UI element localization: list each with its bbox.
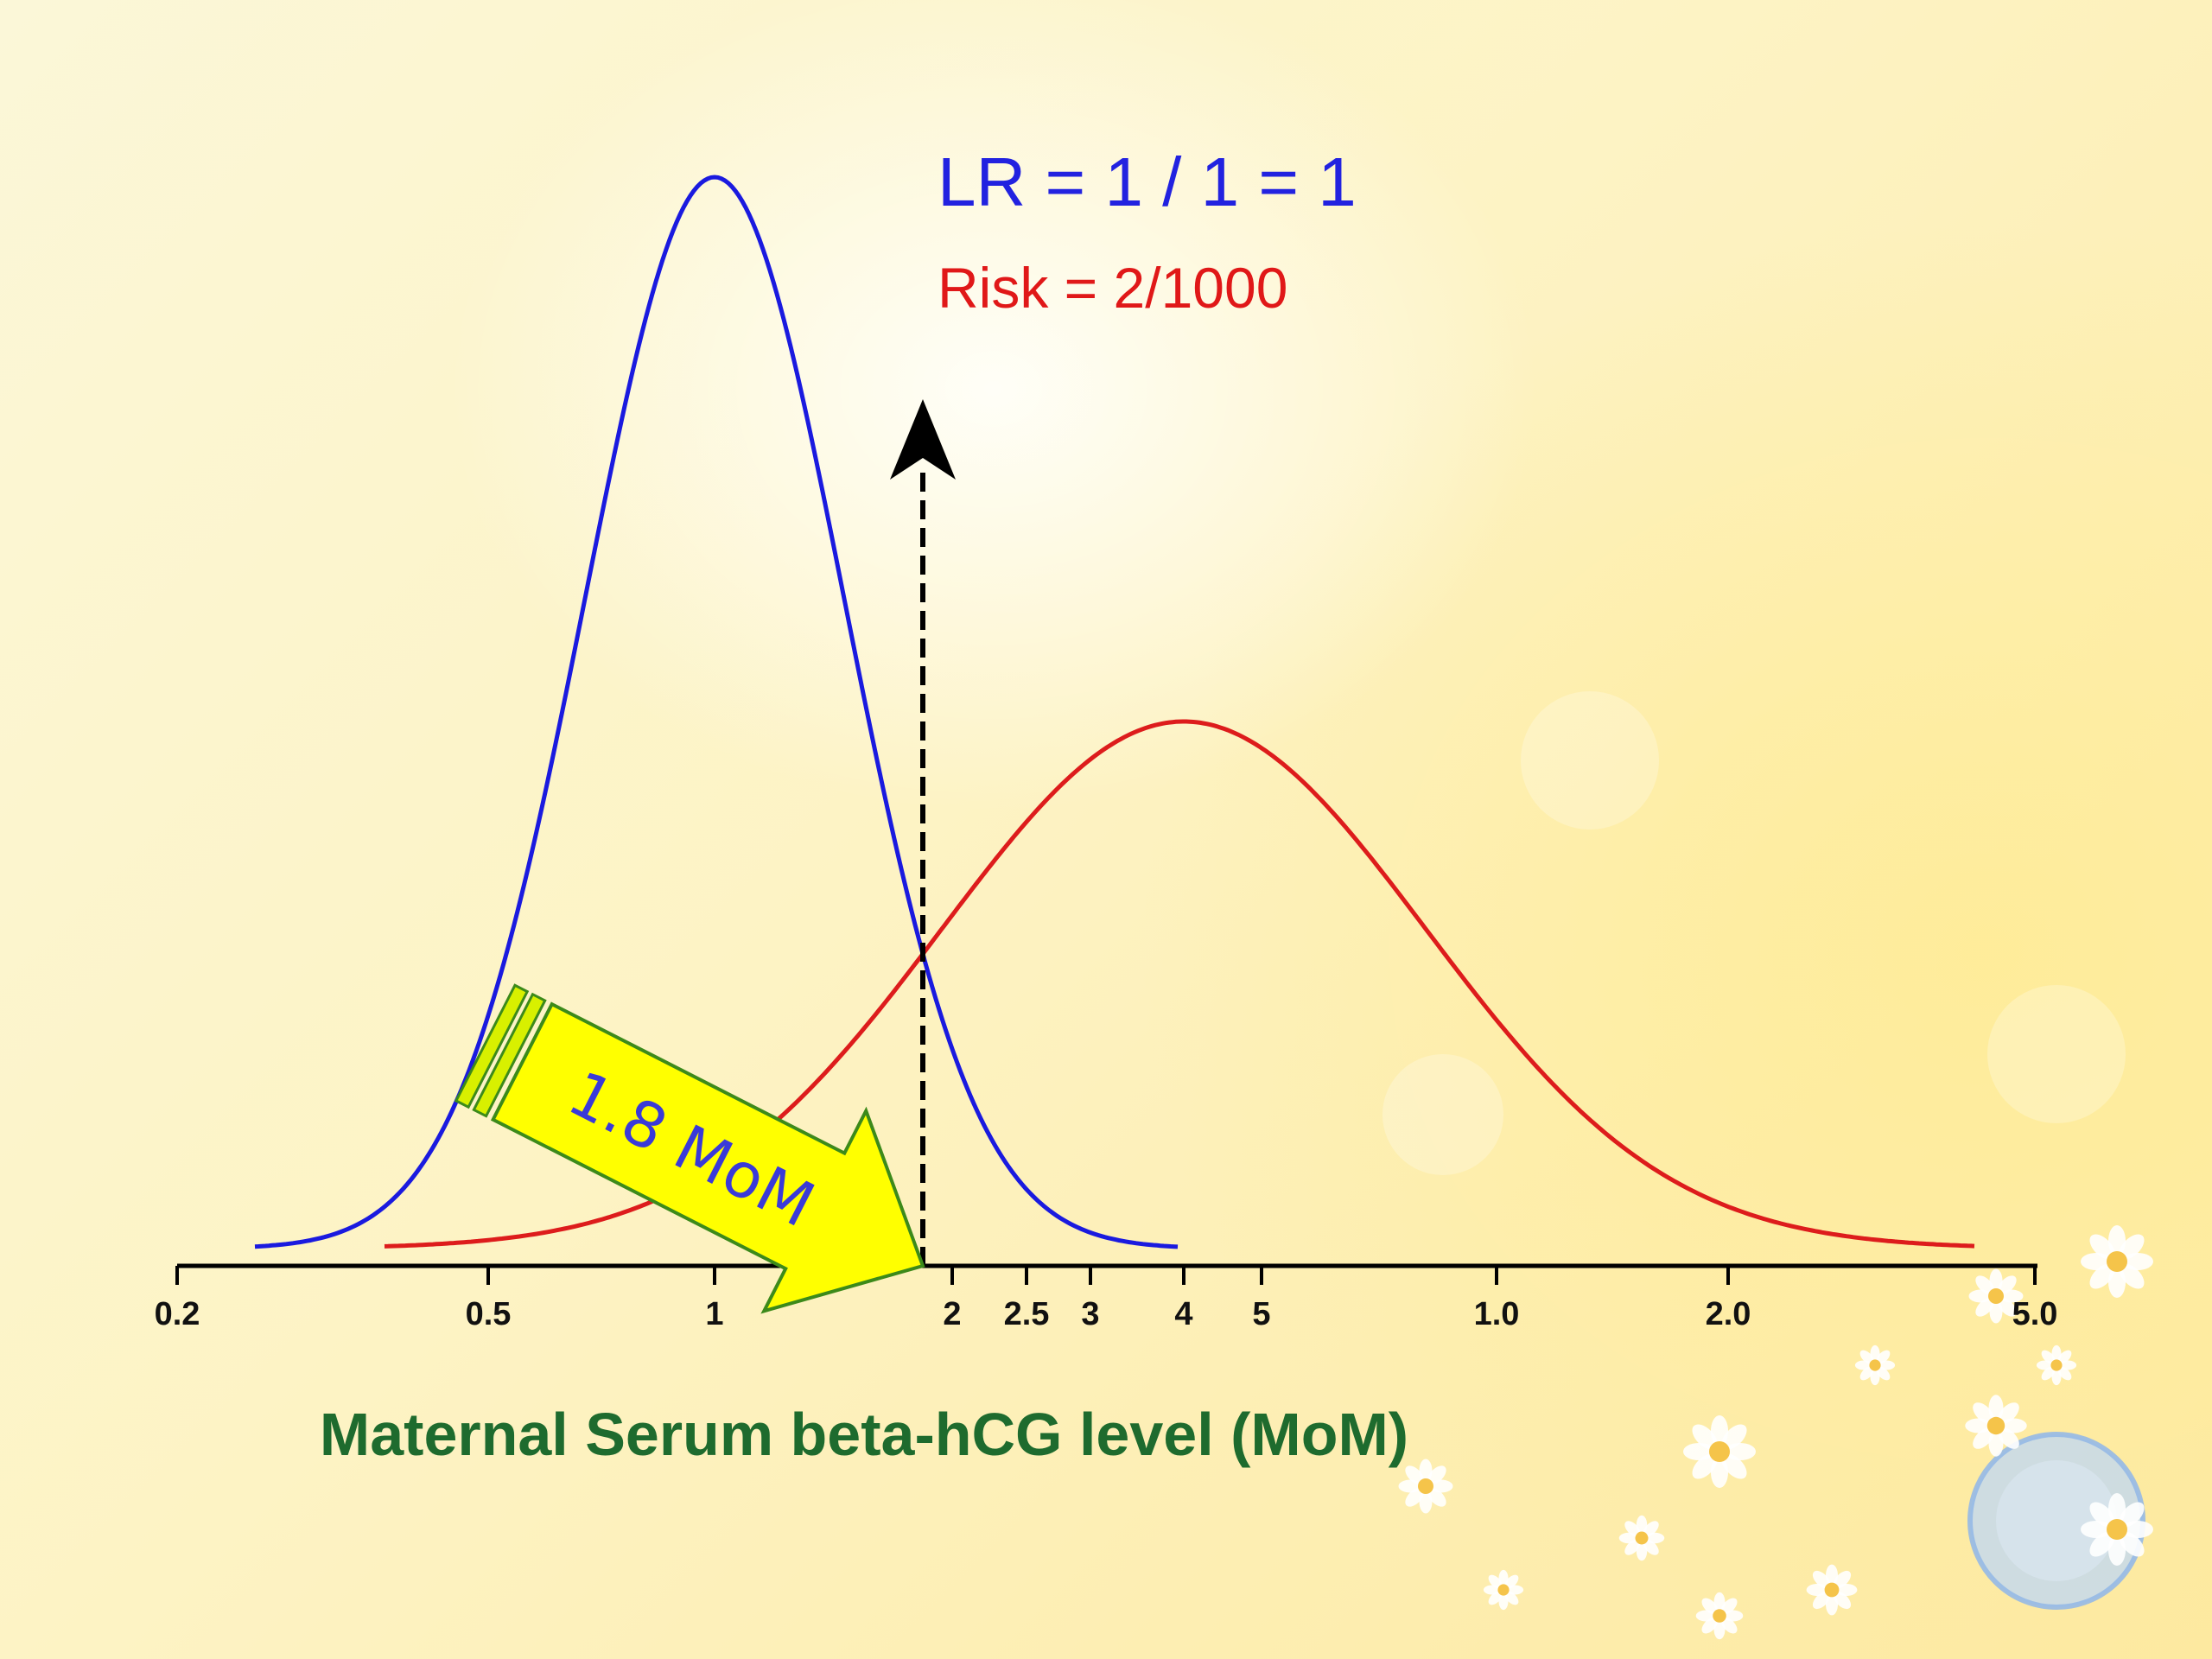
decorative-flowers — [1382, 691, 2153, 1640]
flower-icon — [1483, 1569, 1524, 1611]
x-tick-label: 2 — [943, 1296, 961, 1332]
flower-icon — [1618, 1515, 1665, 1561]
x-tick-label: 2.5 — [1004, 1296, 1050, 1332]
x-tick-label: 4 — [1174, 1296, 1192, 1332]
x-tick-label: 0.5 — [466, 1296, 512, 1332]
density-curve-2 — [384, 719, 1975, 1249]
x-tick-label: 2.0 — [1706, 1296, 1751, 1332]
flower-icon — [1683, 1415, 1756, 1488]
marker-callout-arrow: 1.8 MoM — [454, 983, 925, 1314]
x-tick-label: 1 — [705, 1296, 723, 1332]
yellow-arrow-shape — [490, 1001, 925, 1314]
flower-icon — [1695, 1592, 1744, 1640]
flower-icon — [2081, 1493, 2153, 1566]
flower-icon — [1398, 1459, 1453, 1514]
x-axis-label-text: Maternal Serum beta-hCG level (MoM) — [319, 1401, 1409, 1468]
flower-icon — [1968, 1268, 2024, 1324]
x-tick-label: 3 — [1081, 1296, 1099, 1332]
marker-arrowhead — [890, 399, 956, 480]
arrow-stripe — [472, 992, 547, 1118]
chart-title: LR = 1 / 1 = 1 — [938, 143, 1357, 220]
x-axis-label: Maternal Serum beta-hCG level (MoM) — [0, 1400, 2212, 1469]
x-tick-label: 5 — [1252, 1296, 1270, 1332]
density-curve-1 — [254, 175, 1179, 1249]
chart-subtitle: Risk = 2/1000 — [938, 256, 1288, 320]
x-tick-label: 1.0 — [1474, 1296, 1520, 1332]
flower-icon — [2036, 1344, 2077, 1386]
flower-icon — [1965, 1395, 2027, 1457]
flower-icon — [1854, 1344, 1896, 1386]
flower-icon — [2081, 1225, 2153, 1298]
flower-icon — [1806, 1564, 1858, 1616]
arrow-stripe — [454, 983, 530, 1109]
x-tick-label: 5.0 — [2012, 1296, 2058, 1332]
x-tick-label: 0.2 — [155, 1296, 200, 1332]
